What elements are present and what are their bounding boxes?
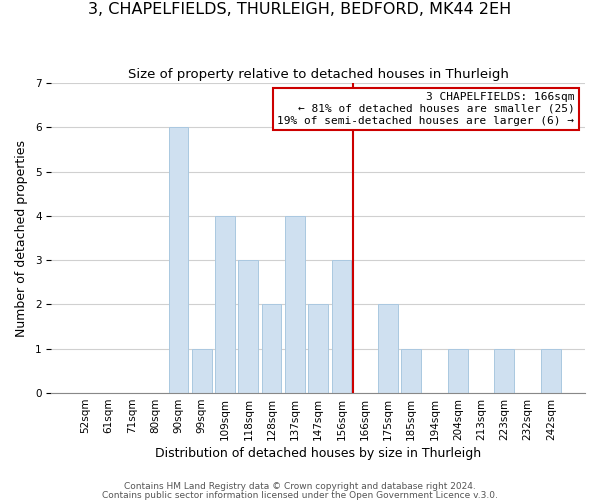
Bar: [192, 349, 212, 393]
Y-axis label: Number of detached properties: Number of detached properties: [15, 140, 28, 336]
Bar: [238, 260, 258, 393]
Bar: [378, 304, 398, 393]
Bar: [285, 216, 305, 393]
X-axis label: Distribution of detached houses by size in Thurleigh: Distribution of detached houses by size …: [155, 447, 481, 460]
Bar: [401, 349, 421, 393]
Bar: [332, 260, 352, 393]
Bar: [494, 349, 514, 393]
Bar: [215, 216, 235, 393]
Bar: [308, 304, 328, 393]
Title: Size of property relative to detached houses in Thurleigh: Size of property relative to detached ho…: [128, 68, 509, 80]
Bar: [448, 349, 467, 393]
Text: 3, CHAPELFIELDS, THURLEIGH, BEDFORD, MK44 2EH: 3, CHAPELFIELDS, THURLEIGH, BEDFORD, MK4…: [88, 2, 512, 18]
Text: 3 CHAPELFIELDS: 166sqm
← 81% of detached houses are smaller (25)
19% of semi-det: 3 CHAPELFIELDS: 166sqm ← 81% of detached…: [277, 92, 574, 126]
Text: Contains HM Land Registry data © Crown copyright and database right 2024.: Contains HM Land Registry data © Crown c…: [124, 482, 476, 491]
Text: Contains public sector information licensed under the Open Government Licence v.: Contains public sector information licen…: [102, 490, 498, 500]
Bar: [541, 349, 561, 393]
Bar: [262, 304, 281, 393]
Bar: [169, 128, 188, 393]
